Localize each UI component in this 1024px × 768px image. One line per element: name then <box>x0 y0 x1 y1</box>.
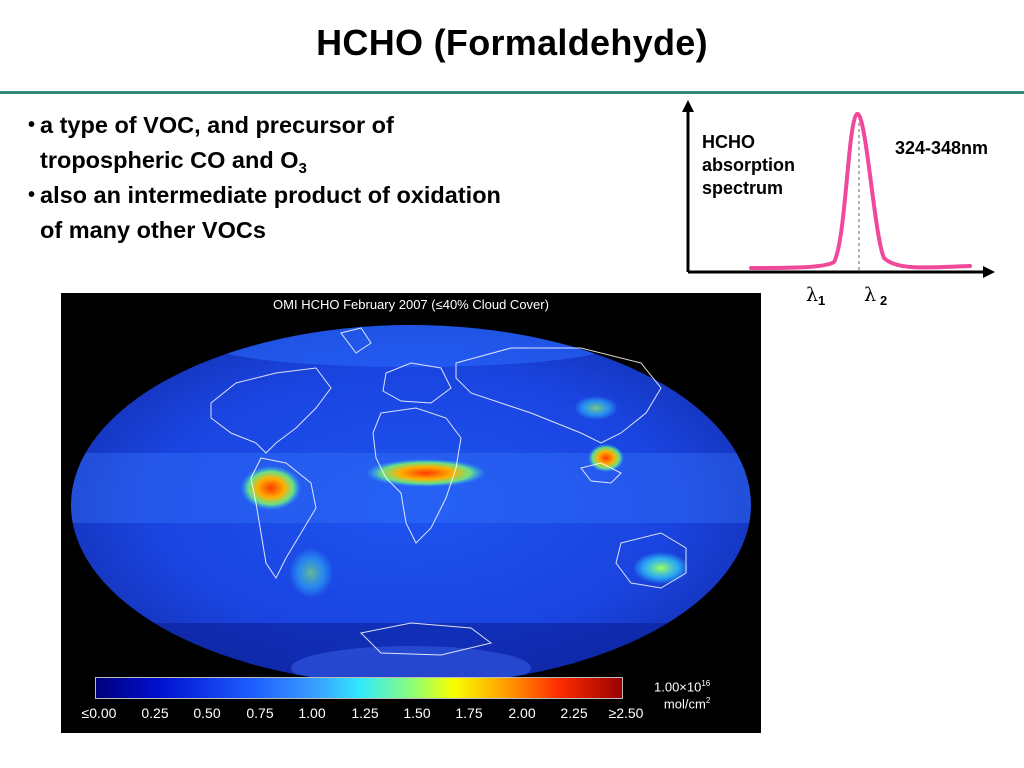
units-label: mol/cm <box>663 696 706 712</box>
colorbar-tick: 0.75 <box>246 705 274 721</box>
units-exponent: 16 <box>701 679 711 688</box>
hotspot-south-america <box>241 466 301 510</box>
absorption-curve <box>749 111 972 270</box>
lambda-subscript: 2 <box>880 293 888 308</box>
spectrum-label: HCHO absorption spectrum <box>702 131 795 200</box>
bullet-text: also an intermediate product of oxidatio… <box>40 182 501 208</box>
colorbar-units: 1.00×1016 mol/cm2 <box>654 677 710 712</box>
colorbar-tick: 2.25 <box>560 705 588 721</box>
colorbar-tick: 1.50 <box>403 705 431 721</box>
slide-title: HCHO (Formaldehyde) <box>316 22 708 63</box>
x-axis-arrow <box>983 266 995 278</box>
bullet-dot: • <box>28 114 36 136</box>
lambda-subscript: 1 <box>818 293 826 308</box>
hotspot-southeast-asia <box>588 444 624 472</box>
lambda-symbol: λ <box>864 284 877 306</box>
colorbar-tick: 1.25 <box>351 705 379 721</box>
lambda1-label: λ1 <box>806 284 825 308</box>
colorbar-tick: 1.75 <box>455 705 483 721</box>
spectrum-label-line: spectrum <box>702 178 784 198</box>
hcho-satellite-map: OMI HCHO February 2007 (≤40% Cloud Cover… <box>61 293 761 733</box>
subscript: 3 <box>298 160 307 177</box>
map-title: OMI HCHO February 2007 (≤40% Cloud Cover… <box>273 297 549 312</box>
spectrum-label-line: absorption <box>702 155 795 175</box>
colorbar-tick: 0.50 <box>193 705 221 721</box>
bullet-list: • a type of VOC, and precursor of tropos… <box>28 108 650 248</box>
bullet-text-continued: of many other VOCs <box>40 217 266 243</box>
coastlines <box>210 327 687 656</box>
units-scale: 1.00×10 <box>654 679 702 695</box>
world-map-image <box>71 325 751 685</box>
bullet-text-continued: tropospheric CO and O <box>40 147 299 173</box>
colorbar-tick: 0.25 <box>141 705 169 721</box>
spectrum-label-line: HCHO <box>702 132 755 152</box>
colorbar-tick: 2.00 <box>508 705 536 721</box>
colorbar-tick: 1.00 <box>298 705 326 721</box>
colorbar <box>95 677 623 699</box>
bullet-dot: • <box>28 184 36 206</box>
absorption-spectrum-sketch <box>682 100 995 278</box>
y-axis-arrow <box>682 100 694 112</box>
bullet-item: • also an intermediate product of oxidat… <box>28 178 650 248</box>
lambda-symbol: λ <box>806 284 819 306</box>
bullet-item: • a type of VOC, and precursor of tropos… <box>28 108 650 178</box>
colorbar-tick: ≥2.50 <box>608 705 644 721</box>
units-exponent: 2 <box>705 696 711 706</box>
bullet-text: a type of VOC, and precursor of <box>40 112 394 138</box>
wavelength-range: 324-348nm <box>895 138 989 158</box>
colorbar-tick: ≤0.00 <box>81 705 117 721</box>
title-divider <box>0 91 1024 94</box>
colorbar-ticks: ≤0.00 0.25 0.50 0.75 1.00 1.25 1.50 1.75… <box>69 705 649 723</box>
hotspot-australia <box>633 552 689 584</box>
